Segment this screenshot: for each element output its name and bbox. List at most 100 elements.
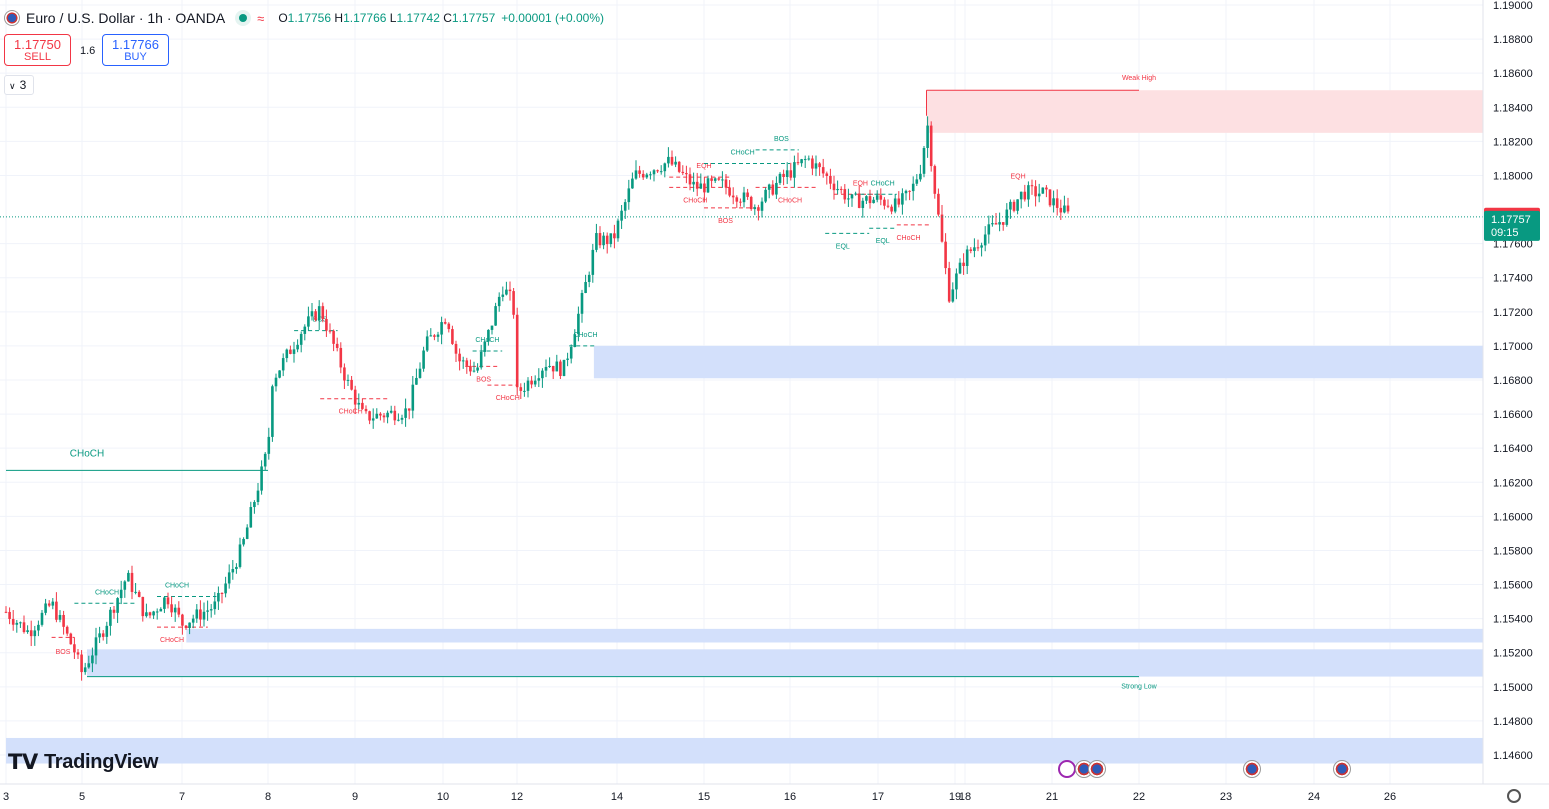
candle-body [310, 311, 314, 317]
sell-price: 1.17750 [14, 37, 61, 52]
x-tick-label: 3 [3, 791, 9, 803]
candle-body [839, 188, 843, 190]
candle-body [865, 196, 868, 201]
candle-body [127, 572, 130, 582]
candle-body [695, 181, 699, 189]
x-tick-label: 21 [1046, 791, 1058, 803]
candle-body [4, 611, 8, 613]
candle-body [739, 201, 742, 203]
buy-label: BUY [124, 51, 147, 63]
event-icon-us-flag-2[interactable] [1088, 760, 1106, 778]
candle-body [620, 210, 623, 221]
candle-body [771, 184, 775, 195]
symbol-title[interactable]: Euro / U.S. Dollar · 1h · OANDA [26, 10, 226, 26]
candle-body [458, 353, 461, 362]
tradingview-logo[interactable]: 𝗧𝗩 TradingView [8, 750, 158, 775]
candle-body [836, 188, 839, 191]
candle-body [361, 402, 364, 409]
candle-body [101, 633, 105, 637]
candle-body [40, 612, 44, 625]
candle-body [397, 419, 400, 421]
candle-body [429, 335, 433, 337]
candle-body [148, 612, 152, 616]
event-icon-eu-flag-2[interactable] [1333, 760, 1351, 778]
candle-body [80, 654, 83, 673]
candle-body [908, 190, 911, 192]
candle-body [1066, 205, 1070, 212]
candle-body [65, 626, 69, 634]
candle-body [242, 538, 245, 545]
candle-body [339, 347, 343, 368]
candle-body [181, 614, 184, 626]
candle-body [483, 341, 487, 352]
candle-body [220, 592, 224, 594]
candle-body [605, 235, 609, 245]
spread-value: 1.6 [80, 45, 96, 57]
candle-body [656, 170, 659, 172]
candle-body [641, 173, 645, 178]
last-price-tag [1484, 210, 1540, 241]
candle-body [983, 234, 987, 246]
candle-body [425, 336, 429, 351]
candle-body [91, 655, 94, 664]
candle-body [1048, 189, 1052, 206]
buy-button[interactable]: 1.17766 BUY [102, 34, 169, 66]
candle-body [98, 633, 101, 638]
candle-body [976, 247, 980, 249]
candle-body [998, 222, 1001, 225]
candle-body [861, 200, 865, 208]
candle-body [883, 199, 886, 206]
candle-body [767, 184, 771, 190]
candle-body [199, 609, 202, 620]
sell-label: SELL [24, 51, 51, 63]
candle-body [602, 235, 605, 246]
candle-body [735, 197, 739, 202]
candle-body [443, 322, 447, 324]
candle-body [177, 607, 181, 615]
candle-body [746, 192, 749, 197]
structure-mark-eqh: EQH [696, 163, 711, 170]
candle-body [634, 170, 638, 179]
y-tick-label: 1.17200 [1493, 307, 1533, 319]
candle-body [955, 273, 958, 290]
y-tick-label: 1.18000 [1493, 170, 1533, 182]
candle-body [886, 205, 890, 207]
settings-gear-icon[interactable] [1507, 789, 1521, 803]
indicators-toggle[interactable]: ∨ 3 [4, 75, 34, 95]
structure-mark-choch: CHoCH [683, 197, 707, 204]
structure-mark-bos: BOS [718, 218, 733, 225]
candle-body [469, 365, 472, 372]
candle-body [436, 334, 440, 337]
candle-body [793, 162, 796, 178]
candle-body [814, 163, 818, 169]
zone-demand [87, 649, 1483, 677]
structure-label: CHoCH [70, 449, 104, 460]
indicators-count: 3 [19, 78, 27, 92]
candle-body [1059, 207, 1063, 213]
candle-body [155, 611, 159, 613]
y-tick-label: 1.19000 [1493, 0, 1533, 12]
candle-body [112, 609, 116, 613]
candle-body [407, 408, 411, 411]
structure-mark-choch: CHoCH [573, 332, 597, 339]
candle-body [850, 194, 854, 199]
candle-body [753, 207, 757, 210]
candle-body [37, 624, 40, 631]
candle-body [249, 507, 253, 528]
sell-button[interactable]: 1.17750 SELL [4, 34, 71, 66]
candle-body [289, 349, 292, 354]
candle-body [184, 625, 188, 628]
candle-body [353, 389, 357, 405]
candle-body [577, 313, 580, 335]
event-icon-lightning[interactable] [1058, 760, 1076, 778]
event-icon-eu-flag[interactable] [1243, 760, 1261, 778]
y-tick-label: 1.15000 [1493, 682, 1533, 694]
candle-body [631, 178, 634, 189]
candle-body [1045, 187, 1048, 190]
candle-body [1055, 198, 1059, 208]
candle-body [51, 601, 55, 606]
candle-body [332, 330, 335, 344]
y-tick-label: 1.16000 [1493, 511, 1533, 523]
candle-body [433, 335, 436, 337]
